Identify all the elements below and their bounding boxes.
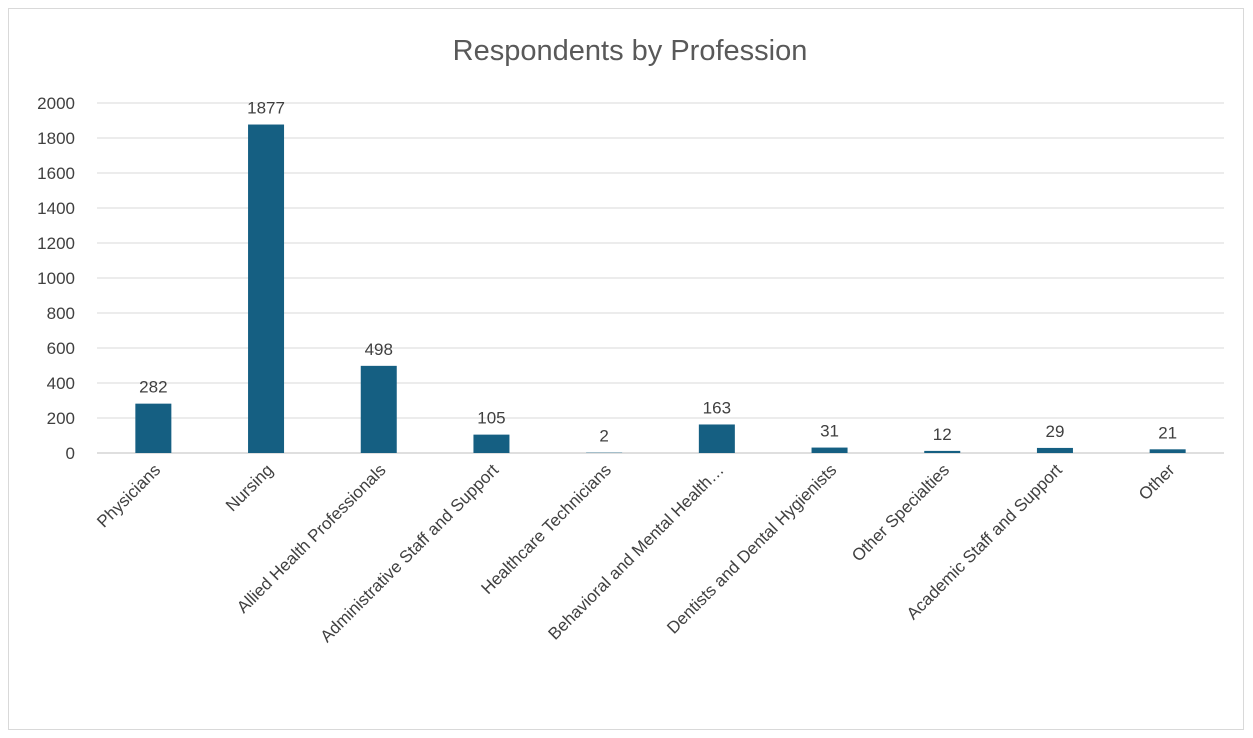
data-label: 2: [599, 427, 608, 446]
y-tick-label: 1800: [37, 129, 75, 148]
data-label: 12: [933, 425, 952, 444]
y-tick-label: 1400: [37, 199, 75, 218]
bar: [1149, 449, 1186, 453]
x-tick-label: Other: [1135, 460, 1179, 504]
x-tick-label: Physicians: [93, 460, 164, 531]
y-tick-label: 2000: [37, 94, 75, 113]
data-label: 163: [703, 398, 731, 417]
chart-frame: [8, 8, 1244, 730]
bar: [360, 365, 397, 453]
data-label: 29: [1045, 422, 1064, 441]
x-tick-label: Other Specialties: [848, 460, 953, 565]
y-tick-label: 1200: [37, 234, 75, 253]
data-label: 498: [365, 340, 393, 359]
y-tick-label: 1000: [37, 269, 75, 288]
bar: [1036, 447, 1073, 453]
data-label: 105: [477, 409, 505, 428]
y-tick-label: 200: [47, 409, 75, 428]
y-tick-label: 400: [47, 374, 75, 393]
bar: [135, 403, 172, 453]
bar: [924, 450, 961, 453]
y-tick-label: 1600: [37, 164, 75, 183]
bar: [698, 424, 735, 453]
y-tick-label: 0: [66, 444, 75, 463]
x-tick-label: Behavioral and Mental Health…: [545, 460, 728, 643]
x-tick-label: Nursing: [222, 460, 277, 515]
chart-title: Respondents by Profession: [453, 35, 808, 67]
data-label: 282: [139, 378, 167, 397]
data-label: 1877: [247, 99, 285, 118]
bar: [473, 434, 510, 453]
y-tick-label: 600: [47, 339, 75, 358]
y-tick-label: 800: [47, 304, 75, 323]
data-label: 21: [1158, 423, 1177, 442]
bar: [248, 124, 285, 454]
bar: [811, 447, 848, 453]
x-tick-label: Healthcare Technicians: [477, 460, 615, 598]
data-label: 31: [820, 422, 839, 441]
x-tick-label: Administrative Staff and Support: [317, 460, 503, 646]
